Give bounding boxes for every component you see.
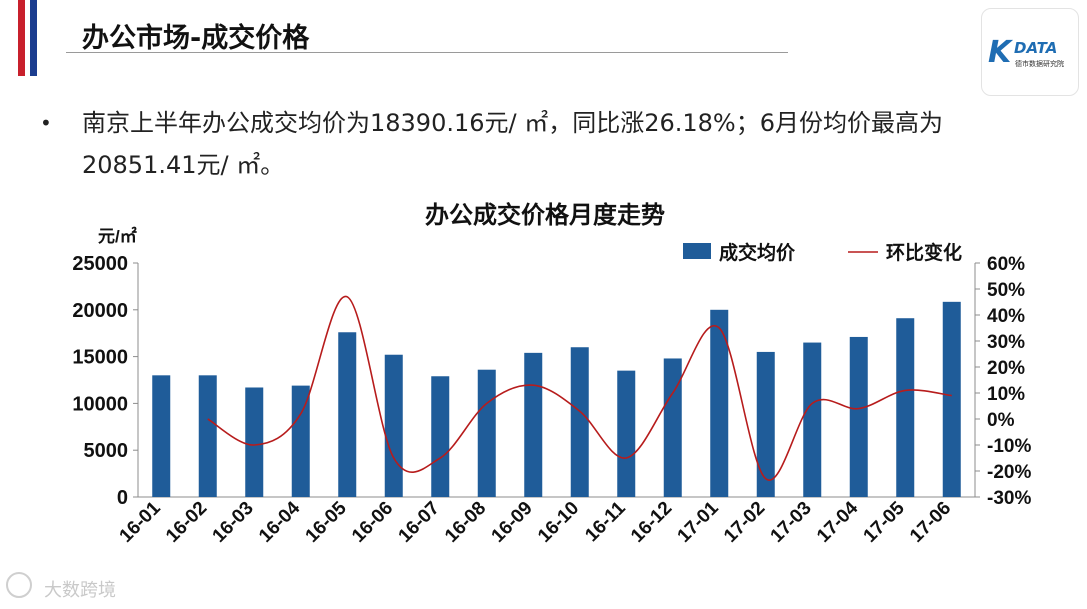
right-tick-label: 0% <box>987 410 1015 431</box>
right-tick-label: 10% <box>987 384 1025 405</box>
x-tick-label: 16-12 <box>627 498 676 547</box>
x-tick-label: 16-07 <box>395 498 444 547</box>
series-line-mom-change <box>207 295 952 481</box>
x-tick-label: 17-06 <box>906 498 955 547</box>
watermark-icon <box>6 572 32 598</box>
right-tick-label: 50% <box>987 280 1025 301</box>
bar-17-03 <box>803 342 822 497</box>
chart-title: 办公成交价格月度走势 <box>425 201 665 229</box>
right-tick-label: -10% <box>987 436 1031 457</box>
left-tick-label: 5000 <box>84 440 129 462</box>
bar-17-06 <box>942 301 961 497</box>
x-tick-label: 16-10 <box>534 498 583 547</box>
bar-17-04 <box>849 336 868 497</box>
left-tick-label: 25000 <box>72 253 128 275</box>
legend-label-bar: 成交均价 <box>719 241 796 264</box>
x-tick-label: 16-02 <box>162 498 211 547</box>
left-tick-label: 20000 <box>72 300 128 322</box>
x-tick-label: 17-04 <box>813 497 863 547</box>
x-tick-label: 16-08 <box>441 498 490 547</box>
logo: K DATA 德市数据研究院 <box>981 8 1079 96</box>
bar-16-12 <box>663 358 682 497</box>
left-tick-label: 0 <box>117 487 128 509</box>
right-tick-label: 40% <box>987 306 1025 327</box>
right-tick-label: 60% <box>987 254 1025 275</box>
bar-17-01 <box>710 309 729 497</box>
left-tick-label: 10000 <box>72 393 128 415</box>
bar-16-09 <box>524 352 543 497</box>
x-tick-label: 17-01 <box>674 497 724 547</box>
right-tick-label: 20% <box>987 358 1025 379</box>
bar-16-02 <box>198 375 217 497</box>
summary-text: 南京上半年办公成交均价为18390.16元/ ㎡，同比涨26.18%；6月份均价… <box>82 109 944 179</box>
bar-16-08 <box>477 369 496 497</box>
bar-17-02 <box>756 351 775 497</box>
bar-16-04 <box>291 385 310 497</box>
bar-16-01 <box>152 375 171 497</box>
bullet-marker: • <box>40 111 52 135</box>
logo-mark: K <box>988 35 1012 70</box>
x-tick-label: 16-04 <box>255 497 305 547</box>
y-unit-label: 元/㎡ <box>98 226 137 246</box>
x-tick-label: 16-09 <box>488 498 537 547</box>
right-tick-label: 30% <box>987 332 1025 353</box>
x-tick-label: 17-05 <box>860 497 910 547</box>
bar-16-10 <box>570 347 589 497</box>
logo-text: DATA <box>1014 39 1058 57</box>
x-tick-label: 17-03 <box>767 498 816 547</box>
title-accent-blue <box>30 0 37 76</box>
right-tick-label: -30% <box>987 488 1031 509</box>
title-accent-red <box>18 0 25 76</box>
bar-16-07 <box>431 376 450 497</box>
bar-17-05 <box>896 318 915 497</box>
page-title: 办公市场-成交价格 <box>82 23 310 54</box>
bar-16-06 <box>384 354 403 497</box>
legend-swatch-bar <box>683 243 711 259</box>
title-divider <box>66 52 788 53</box>
bar-16-11 <box>617 370 636 497</box>
x-tick-label: 17-02 <box>720 498 769 547</box>
x-tick-label: 16-03 <box>209 498 258 547</box>
x-tick-label: 16-05 <box>302 497 352 547</box>
watermark-text: 大数跨境 <box>44 580 116 601</box>
x-tick-label: 16-11 <box>581 497 630 546</box>
legend-label-line: 环比变化 <box>886 241 962 264</box>
bar-16-05 <box>338 332 357 497</box>
right-tick-label: -20% <box>987 462 1031 483</box>
bar-16-03 <box>245 387 264 497</box>
x-tick-label: 16-06 <box>348 498 397 547</box>
left-tick-label: 15000 <box>72 347 128 369</box>
logo-subtitle: 德市数据研究院 <box>1015 60 1064 68</box>
